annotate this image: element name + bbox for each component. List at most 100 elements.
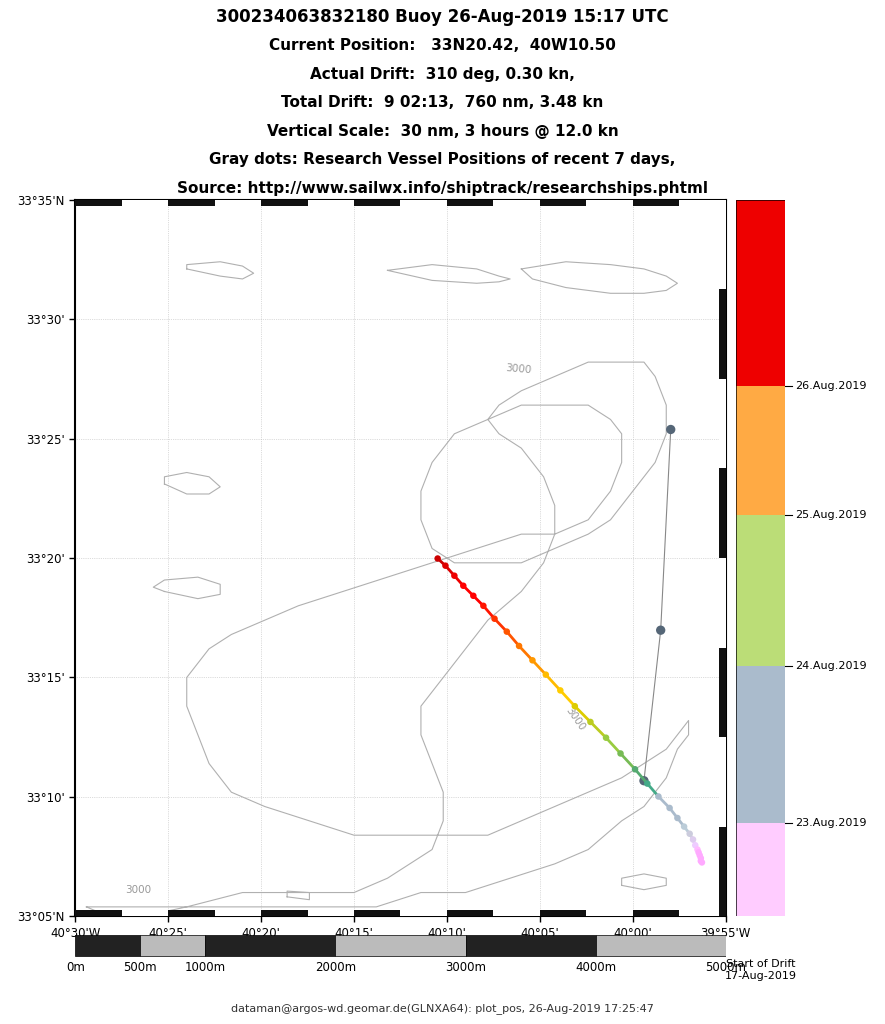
Point [690,842,704,858]
Bar [307,910,354,916]
Point [640,775,654,792]
Point [431,550,445,566]
Point [457,578,471,594]
Point [651,788,666,805]
Bar [214,200,261,206]
Bar [719,290,726,379]
Bar [447,200,493,206]
Point [686,831,700,848]
Bar [205,935,335,956]
Bar [586,910,633,916]
Bar [354,910,400,916]
Text: 500m: 500m [124,961,157,974]
Bar [719,827,726,916]
Bar [633,200,679,206]
Bar [307,200,354,206]
Point [568,698,582,715]
Bar [586,200,633,206]
Point [654,622,668,638]
Bar [719,558,726,648]
Point [476,598,490,614]
Point [664,421,678,437]
Point [553,682,567,698]
Point [583,714,597,730]
Text: 0m: 0m [65,961,85,974]
Bar [540,910,586,916]
Point [695,854,709,870]
Bar [736,823,785,916]
Text: Total Drift:  9 02:13,  760 nm, 3.48 kn: Total Drift: 9 02:13, 760 nm, 3.48 kn [281,95,604,111]
Bar [401,200,447,206]
Bar [680,200,726,206]
Text: 25.Aug.2019: 25.Aug.2019 [795,510,866,520]
Text: 5000m: 5000m [705,961,746,974]
Text: 3000: 3000 [564,706,587,732]
Text: Gray dots: Research Vessel Positions of recent 7 days,: Gray dots: Research Vessel Positions of … [210,153,675,167]
Bar [466,935,596,956]
Text: 2000m: 2000m [315,961,356,974]
Bar [719,469,726,558]
Bar [719,200,726,290]
Text: 3000m: 3000m [445,961,486,974]
Text: 26.Aug.2019: 26.Aug.2019 [795,381,866,391]
Bar [354,200,400,206]
Text: Vertical Scale:  30 nm, 3 hours @ 12.0 kn: Vertical Scale: 30 nm, 3 hours @ 12.0 kn [266,124,619,138]
Point [637,772,651,788]
Point [677,818,691,835]
Point [691,844,705,860]
Bar [121,910,168,916]
Point [500,624,514,640]
Point [663,800,677,816]
Bar [736,386,785,515]
Bar [596,935,726,956]
Bar [493,910,540,916]
Point [438,557,452,573]
Text: 1000m: 1000m [185,961,226,974]
Bar [140,935,205,956]
Point [694,850,708,866]
Bar [168,910,214,916]
Text: 3000: 3000 [504,364,532,376]
Bar [719,737,726,827]
Point [693,847,707,863]
Bar [493,200,540,206]
Bar [401,910,447,916]
Bar [121,200,168,206]
Text: 24.Aug.2019: 24.Aug.2019 [795,660,866,671]
Bar [633,910,679,916]
Point [447,567,461,584]
Point [670,810,684,826]
Bar [335,935,466,956]
Bar [719,648,726,737]
Text: 300234063832180 Buoy 26-Aug-2019 15:17 UTC: 300234063832180 Buoy 26-Aug-2019 15:17 U… [216,8,669,27]
Point [689,837,703,853]
Bar [261,200,307,206]
Point [682,825,696,842]
Point [488,610,502,627]
Bar [736,515,785,666]
Text: 23.Aug.2019: 23.Aug.2019 [795,818,866,828]
Text: Actual Drift:  310 deg, 0.30 kn,: Actual Drift: 310 deg, 0.30 kn, [310,67,575,82]
Bar [168,200,214,206]
Bar [540,200,586,206]
Text: Source: http://www.sailwx.info/shiptrack/researchships.phtml: Source: http://www.sailwx.info/shiptrack… [177,181,708,196]
Point [466,588,481,604]
Point [628,761,643,777]
Bar [719,379,726,469]
Text: dataman@argos-wd.geomar.de(GLNXA64): plot_pos, 26-Aug-2019 17:25:47: dataman@argos-wd.geomar.de(GLNXA64): plo… [231,1004,654,1014]
Text: Current Position:   33N20.42,  40W10.50: Current Position: 33N20.42, 40W10.50 [269,38,616,53]
Bar [214,910,261,916]
Point [512,638,527,654]
Bar [736,200,785,386]
Text: 3000: 3000 [126,885,151,895]
Point [539,667,553,683]
Point [613,745,627,762]
Text: Start of Drift
17-Aug-2019: Start of Drift 17-Aug-2019 [725,959,796,981]
Bar [447,910,493,916]
Text: 4000m: 4000m [575,961,616,974]
Point [599,729,613,745]
Bar [75,910,121,916]
Point [526,652,540,669]
Bar [680,910,726,916]
Bar [75,935,140,956]
